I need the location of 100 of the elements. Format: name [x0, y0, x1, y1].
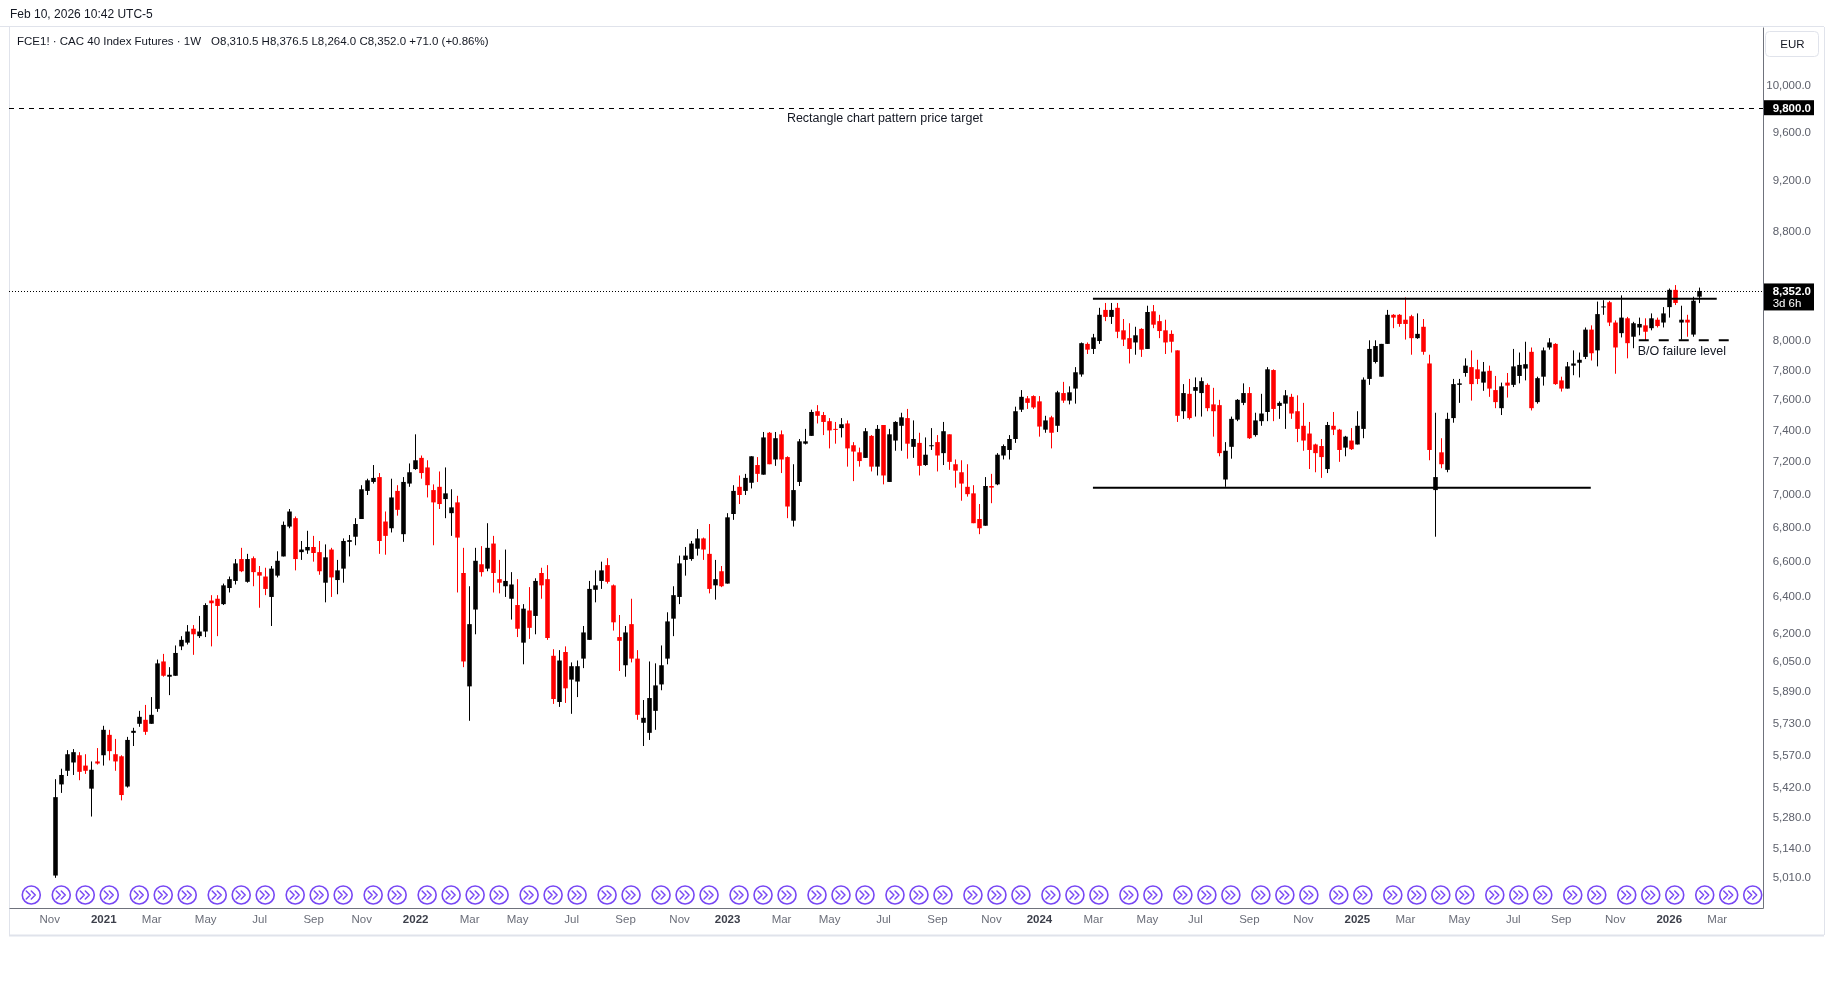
candlestick — [911, 419, 916, 459]
x-tick-label: Nov — [669, 913, 691, 926]
x-tick-label: Nov — [981, 913, 1002, 926]
candlestick — [479, 545, 484, 578]
x-tick-label: Sep — [615, 913, 636, 926]
candlestick — [719, 565, 724, 588]
candlestick — [755, 456, 760, 483]
y-tick-label: 6,800.0 — [1772, 520, 1811, 533]
candlestick — [1343, 435, 1348, 457]
candlestick — [917, 432, 922, 476]
candlestick — [335, 559, 340, 595]
x-tick-label: 2023 — [714, 913, 741, 926]
x-tick-label: Jul — [1505, 913, 1521, 926]
y-axis-title: EUR — [1780, 38, 1805, 51]
x-tick-label: Sep — [927, 913, 948, 926]
y-tick-label: 9,200.0 — [1772, 174, 1811, 187]
candlestick — [839, 417, 844, 438]
candlestick — [989, 473, 994, 504]
x-tick-label: Nov — [1605, 913, 1626, 926]
candlestick — [1487, 365, 1492, 398]
candlestick — [1067, 385, 1072, 405]
x-tick-label: May — [1448, 913, 1471, 926]
y-tick-label: 6,050.0 — [1772, 654, 1811, 667]
x-tick-label: 2025 — [1344, 913, 1371, 926]
x-tick-label: Mar — [141, 913, 162, 926]
candlestick — [929, 427, 934, 451]
candlestick — [239, 547, 244, 573]
candlestick — [1049, 415, 1054, 449]
candlestick — [1577, 352, 1582, 378]
y-tick-label: 5,570.0 — [1772, 749, 1811, 762]
x-tick-label: Mar — [771, 913, 792, 926]
y-tick-label: 9,600.0 — [1772, 125, 1811, 138]
candlestick — [515, 578, 520, 638]
candlestick — [1139, 327, 1144, 358]
candlestick — [935, 434, 940, 472]
candlestick — [731, 484, 736, 521]
candlestick — [773, 431, 778, 467]
candlestick — [107, 729, 112, 761]
x-tick-label: Sep — [1551, 913, 1572, 926]
candlestick — [953, 458, 958, 489]
candlestick — [1463, 357, 1468, 378]
x-tick-label: Jul — [564, 913, 579, 926]
candlestick — [1535, 376, 1540, 405]
text: FCE1! · CAC 40 Index Futures · 1W — [17, 35, 202, 48]
text: 3d 6h — [1772, 296, 1802, 309]
x-tick-label: Jul — [876, 913, 891, 926]
candlestick — [1607, 300, 1612, 327]
candlestick — [89, 760, 94, 818]
x-tick-label: Sep — [303, 913, 324, 926]
candlestick — [1499, 382, 1504, 416]
y-tick-label: 8,000.0 — [1772, 334, 1811, 347]
candlestick — [497, 559, 502, 594]
candlestick — [659, 644, 664, 691]
y-tick-label: 5,010.0 — [1772, 870, 1811, 883]
candlestick — [395, 484, 400, 517]
candlestick — [737, 474, 742, 505]
y-tick-label: 7,400.0 — [1772, 423, 1811, 436]
y-tick-label: 6,600.0 — [1772, 554, 1811, 567]
candlestick — [1109, 302, 1114, 325]
y-tick-label: 5,420.0 — [1772, 780, 1811, 793]
candlestick — [443, 466, 448, 519]
candlestick — [197, 615, 202, 639]
y-tick-label: 6,200.0 — [1772, 626, 1811, 639]
candlestick — [1481, 361, 1486, 392]
candlestick — [1133, 326, 1138, 356]
candlestick — [1565, 361, 1570, 390]
candlestick — [1589, 324, 1594, 362]
candlestick — [1685, 314, 1690, 338]
candlestick — [1331, 411, 1336, 436]
x-tick-label: May — [194, 913, 217, 926]
x-tick-label: Mar — [1707, 913, 1728, 926]
x-tick-label: 2024 — [1026, 913, 1053, 926]
candlestick — [1505, 372, 1510, 399]
candlestick — [485, 522, 490, 572]
candlestick — [191, 624, 196, 656]
ref-line-label: 8,352.0 — [1772, 284, 1811, 297]
candlestick — [1337, 428, 1342, 463]
annotation: Rectangle chart pattern price target — [786, 111, 984, 126]
candlestick — [149, 696, 154, 725]
y-tick-label: 7,200.0 — [1772, 455, 1811, 468]
candlestick — [1103, 302, 1108, 322]
x-tick-label: May — [818, 913, 841, 926]
x-tick-label: 2021 — [90, 913, 118, 926]
x-tick-label: Mar — [1395, 913, 1416, 926]
x-tick-label: Nov — [1293, 913, 1314, 926]
x-tick-label: Nov — [39, 913, 61, 926]
candlestick — [605, 557, 610, 585]
y-tick-label: 7,600.0 — [1772, 393, 1811, 406]
candlestick — [857, 447, 862, 468]
y-tick-label: 6,400.0 — [1772, 590, 1811, 603]
x-tick-label: May — [1136, 913, 1159, 926]
candlestick — [449, 488, 454, 537]
y-tick-label: 5,890.0 — [1772, 685, 1811, 698]
candlestick — [599, 561, 604, 590]
x-tick-label: May — [506, 913, 529, 926]
candlestick — [1061, 381, 1066, 404]
x-tick-label: Sep — [1239, 913, 1260, 926]
candlestick — [923, 436, 928, 467]
candlestick — [713, 559, 718, 601]
candlestick — [1661, 306, 1666, 328]
